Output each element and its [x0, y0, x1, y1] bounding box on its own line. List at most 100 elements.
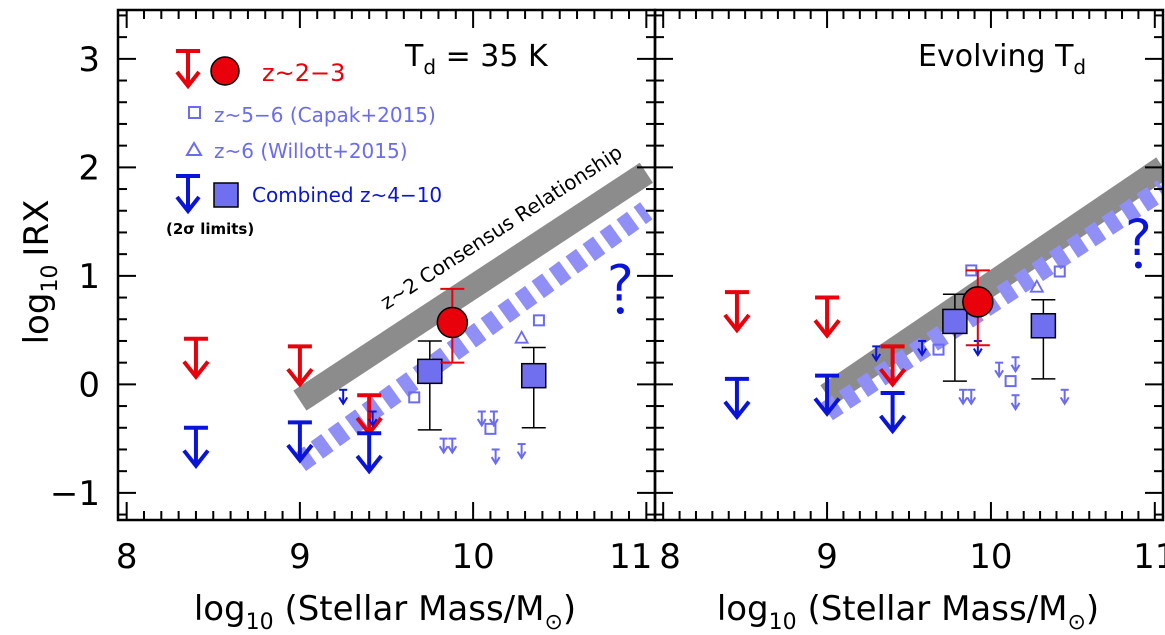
- legend-capak-square-icon: [188, 106, 201, 119]
- panel-evolving-td: ? 8 9 10 11 Evolving Td log10 (Stellar Mass…: [653, 8, 1165, 635]
- capak-square-marker: [532, 314, 545, 327]
- willott-upper-limit-arrow-head: [972, 348, 983, 357]
- legend-willott-triangle-icon: [185, 141, 203, 156]
- combined-upper-limit-arrow-head: [286, 443, 314, 464]
- legend-z23-label: z~2−3: [262, 59, 345, 87]
- combined-upper-limit-arrow: [879, 391, 907, 435]
- capak-upper-limit-arrow: [958, 388, 968, 406]
- panel-td-35k-plot-area: ?: [182, 162, 653, 475]
- willott-triangle-marker: [1029, 278, 1045, 293]
- capak-upper-limit-arrow-head: [490, 456, 501, 466]
- consensus-relation-band: [293, 162, 653, 411]
- x-tick-label: 9: [289, 537, 311, 577]
- capak-upper-limit-arrow: [516, 443, 527, 460]
- panel-td-35k-axes: 8 9 10 11 −1 0 1 2 3: [50, 10, 655, 577]
- capak-upper-limit-arrow: [476, 410, 487, 428]
- z23-upper-limit-arrow: [879, 344, 907, 388]
- consensus-relationship-label: z~2 Consensus Relationship: [376, 140, 627, 314]
- legend-combined-label: Combined z~4−10: [252, 183, 442, 207]
- legend-limits-note: (2σ limits): [166, 220, 254, 238]
- capak-upper-limit-arrow-head: [447, 445, 458, 455]
- combined-square-marker: [942, 308, 968, 335]
- legend-z23-circle-icon: [210, 56, 240, 86]
- z23-circle-marker: [962, 286, 994, 318]
- legend-capak-label: z~5−6 (Capak+2015): [214, 103, 436, 127]
- legend: z~2−3 z~5−6 (Capak+2015) z~6 (Willott+20…: [166, 49, 442, 238]
- combined-upper-limit-arrow: [355, 431, 383, 475]
- question-mark-dot: [616, 307, 624, 315]
- question-mark-dot: [1134, 261, 1142, 269]
- z23-upper-limit-arrow-head: [879, 367, 907, 388]
- capak-upper-limit-arrow-head: [1010, 364, 1021, 374]
- combined-upper-limit-arrow-head: [813, 397, 841, 417]
- panel-evolving-td-plot-area: ?: [723, 157, 1163, 435]
- panel-td-35k-x-axis-label: log10 (Stellar Mass/M⊙): [194, 589, 576, 635]
- z23-upper-limit-arrow: [286, 344, 314, 388]
- willott-upper-limit-arrow: [871, 345, 882, 363]
- panel-evolving-td-frame: [653, 8, 1165, 522]
- z23-upper-limit-arrow: [182, 336, 210, 381]
- willott-upper-limit-arrow: [917, 339, 927, 357]
- combined-square-marker: [520, 362, 547, 389]
- willott-upper-limit-arrow-head: [338, 396, 349, 406]
- capak-upper-limit-arrow-head: [1059, 396, 1070, 406]
- capak-upper-limit-arrow-head: [516, 451, 527, 460]
- capak-square-marker: [1053, 265, 1066, 278]
- willott-upper-limit-arrow: [338, 388, 349, 406]
- capak-upper-limit-arrow-head: [994, 369, 1004, 379]
- y-axis-label: log10IRX: [17, 200, 63, 345]
- capak-square-marker: [1004, 375, 1017, 388]
- capak-upper-limit-arrow: [438, 437, 449, 455]
- y-tick-label: 0: [78, 365, 100, 405]
- x-tick-label: 11: [609, 537, 652, 577]
- z23-circle-marker: [436, 306, 469, 339]
- panel-evolving-td-axes: 8 9 10 11: [655, 10, 1165, 577]
- z23-upper-limit-arrow-head: [182, 360, 210, 381]
- x-tick-label: 8: [116, 537, 138, 577]
- consensus-relation-band: [820, 157, 1163, 406]
- legend-combined-upper-limit-icon: [175, 174, 201, 215]
- willott-upper-limit-arrow: [367, 410, 378, 428]
- z23-upper-limit-arrow: [813, 295, 841, 339]
- z23-upper-limit-arrow-head: [813, 319, 841, 339]
- y-tick-label: 2: [78, 148, 100, 188]
- combined-upper-limit-arrow: [813, 373, 841, 417]
- combined-square-marker: [417, 358, 443, 385]
- panel-evolving-td-title: Evolving Td: [918, 39, 1086, 79]
- capak-square-marker: [408, 391, 421, 404]
- x-tick-label: 8: [659, 537, 681, 577]
- legend-willott-label: z~6 (Willott+2015): [214, 139, 408, 163]
- combined-upper-limit-arrow: [286, 420, 314, 464]
- capak-upper-limit-arrow-head: [438, 445, 449, 455]
- question-mark-text: ?: [1125, 209, 1152, 267]
- legend-z23-upper-limit-icon: [175, 49, 201, 90]
- legend-combined-square-icon: [213, 182, 239, 208]
- y-tick-label: 3: [78, 40, 100, 80]
- capak-upper-limit-arrow: [447, 437, 458, 455]
- willott-upper-limit-arrow-head: [917, 348, 927, 357]
- capak-upper-limit-arrow: [994, 361, 1004, 379]
- capak-upper-limit-arrow: [1010, 394, 1021, 412]
- x-tick-label: 11: [1133, 537, 1165, 577]
- capak-square-marker: [932, 343, 945, 356]
- capak-upper-limit-arrow-head: [958, 396, 968, 406]
- capak-square-marker: [484, 422, 497, 435]
- combined-upper-limit-arrow-head: [182, 449, 210, 469]
- capak-upper-limit-arrow-head: [1010, 402, 1021, 412]
- z23-upper-limit-arrow-head: [723, 313, 751, 334]
- x-tick-label: 9: [816, 537, 838, 577]
- combined-upper-limit-arrow: [182, 425, 210, 469]
- capak-upper-limit-arrow: [1059, 388, 1070, 406]
- capak-upper-limit-arrow: [490, 448, 501, 466]
- question-mark-text: ?: [607, 255, 634, 313]
- panel-evolving-td-x-axis-label: log10 (Stellar Mass/M⊙): [717, 589, 1099, 635]
- willott-upper-limit-arrow-head: [871, 353, 882, 363]
- capak-upper-limit-arrow: [489, 410, 499, 428]
- x-tick-label: 10: [451, 537, 494, 577]
- combined-square-marker: [1030, 313, 1057, 339]
- dashed-relation-band: [821, 180, 1163, 421]
- panel-td-35k: ? 8 9 10 11 −1 0 1 2 3 Td = 35 K log10 (Stellar …: [50, 8, 657, 635]
- z23-upper-limit-arrow-head: [286, 367, 314, 388]
- capak-upper-limit-arrow-head: [476, 418, 487, 428]
